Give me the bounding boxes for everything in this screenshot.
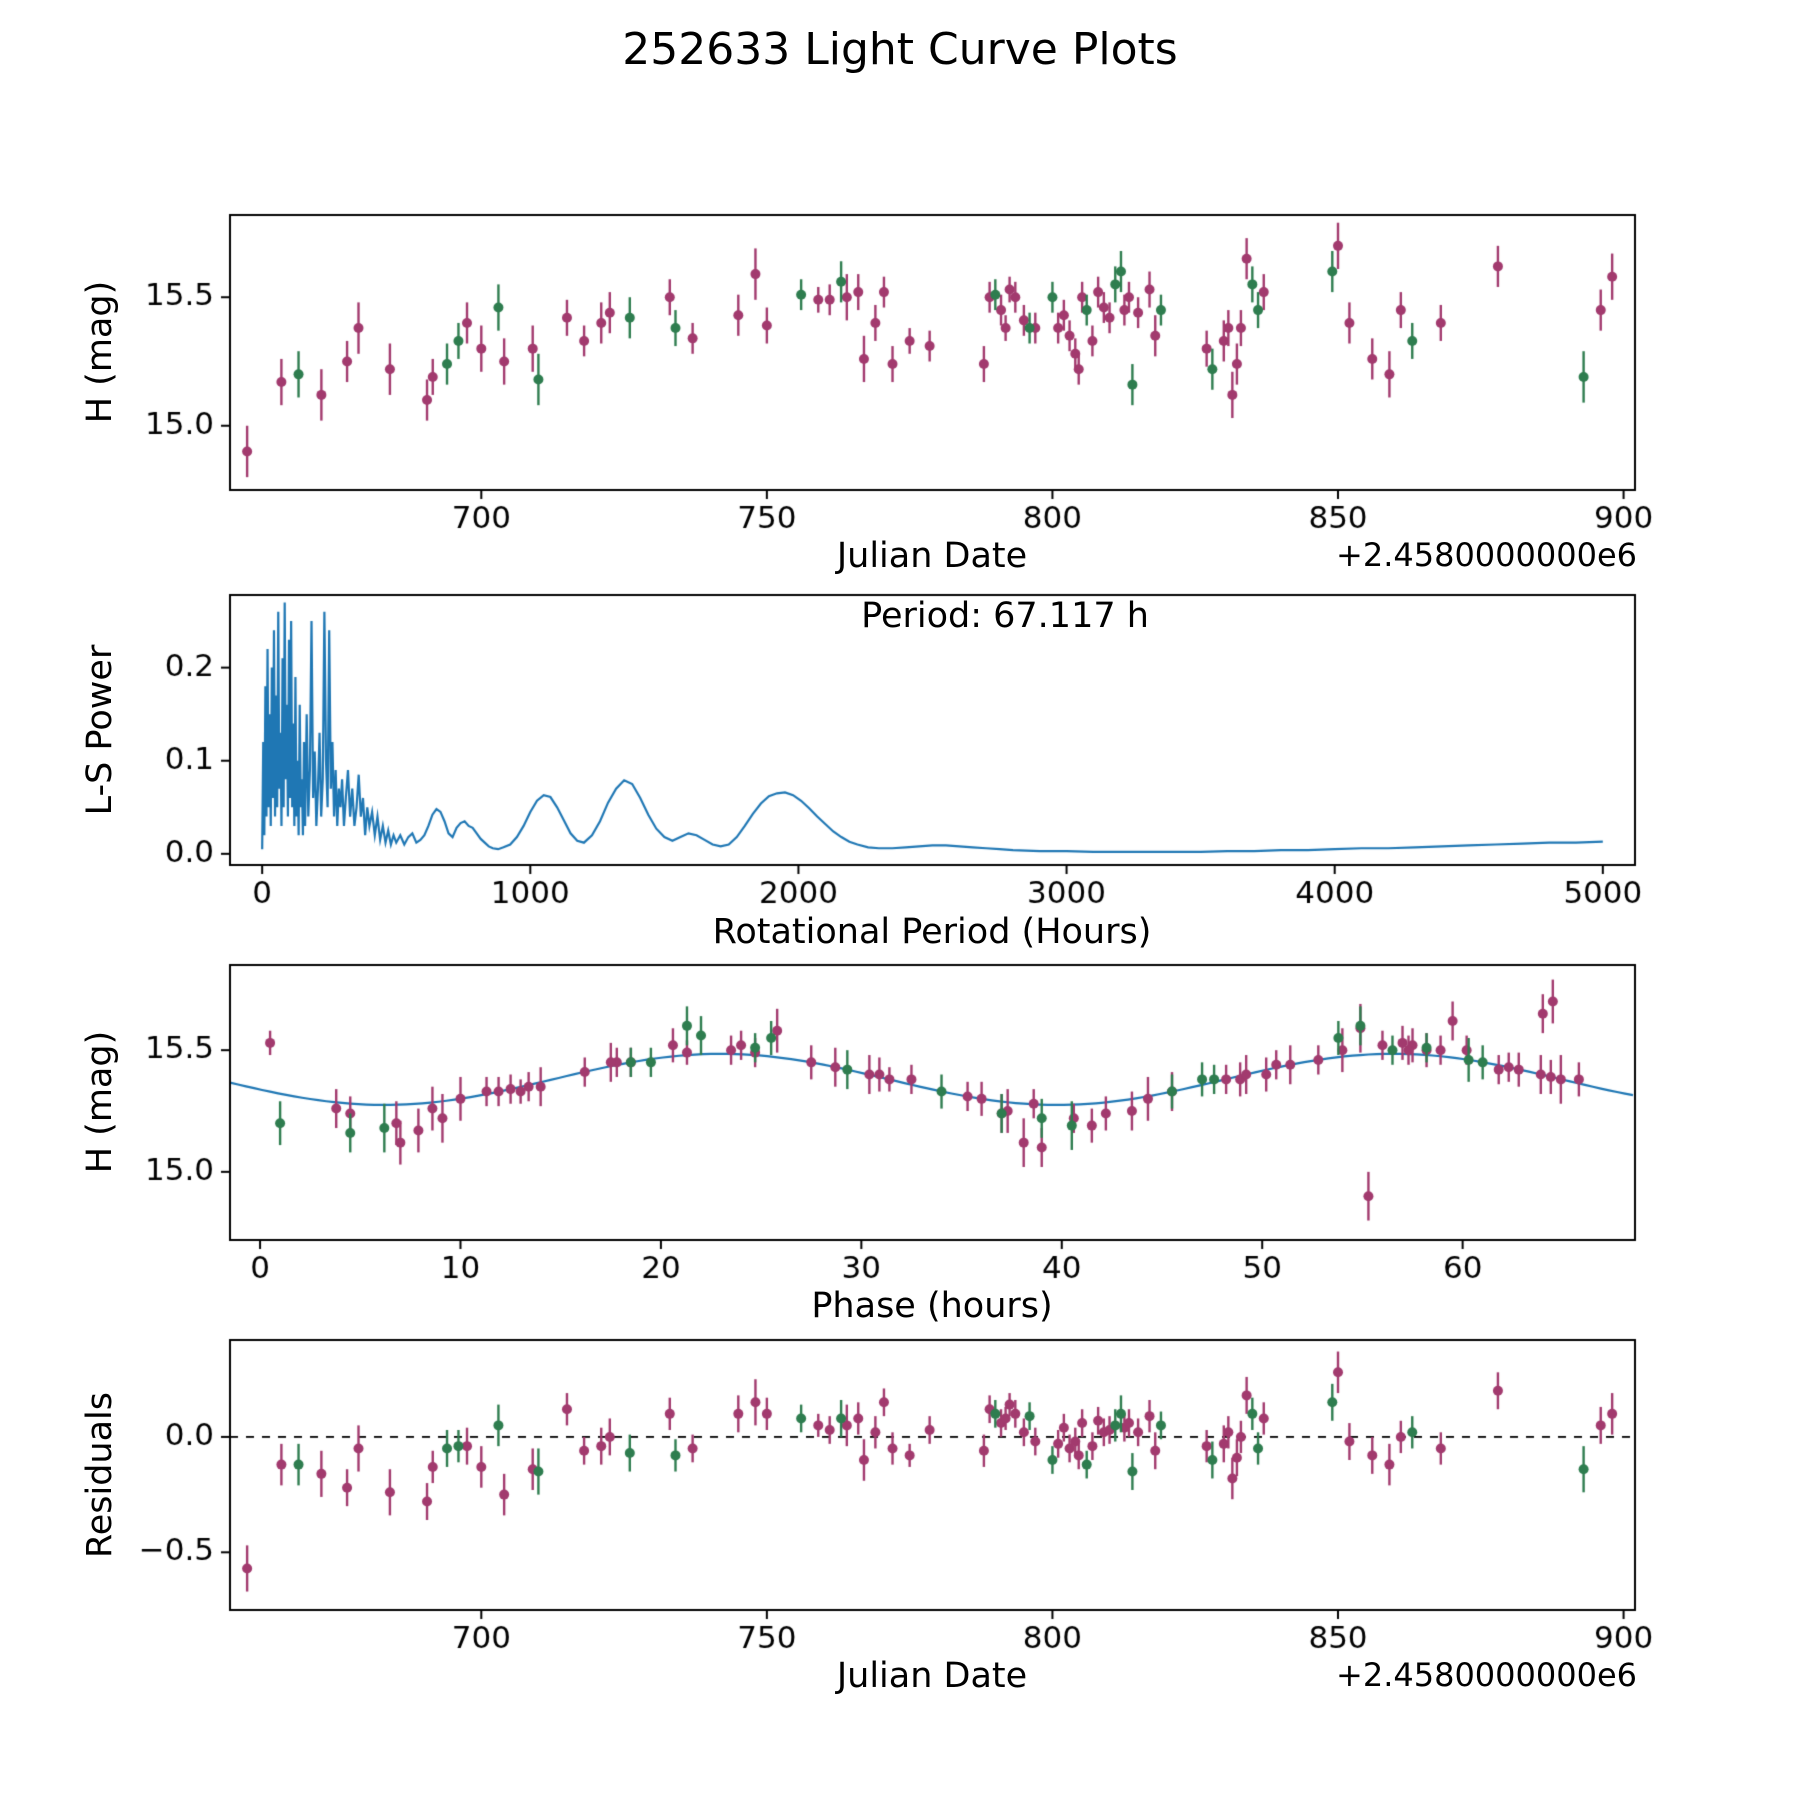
- lightcurve-x-axis-label: Julian Date: [836, 536, 1028, 576]
- period-annotation: Period: 67.117 h: [861, 596, 1149, 636]
- residuals-x-axis-label: Julian Date: [836, 1656, 1028, 1696]
- phase-x-axis-label: Phase (hours): [811, 1286, 1053, 1326]
- lightcurve-x-offset-text: +2.4580000000e6: [1336, 536, 1637, 574]
- periodogram-y-axis-label: L-S Power: [80, 644, 120, 816]
- figure-title: 252633 Light Curve Plots: [622, 24, 1178, 75]
- residuals-x-offset-text: +2.4580000000e6: [1336, 1656, 1637, 1694]
- periodogram-x-axis-label: Rotational Period (Hours): [712, 912, 1152, 952]
- lightcurve-y-axis-label: H (mag): [80, 280, 120, 424]
- phase-y-axis-label: H (mag): [80, 1030, 120, 1174]
- residuals-y-axis-label: Residuals: [80, 1391, 120, 1559]
